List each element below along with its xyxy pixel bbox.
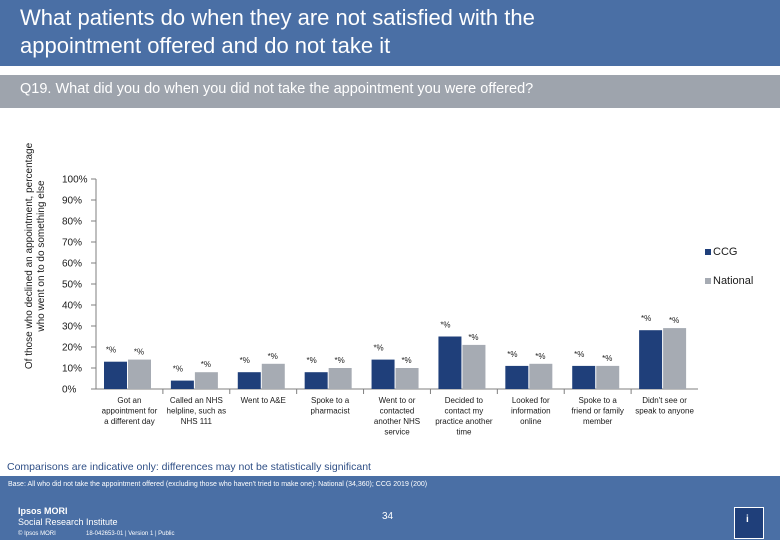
x-category-label: practice another [435, 417, 493, 426]
x-category-label: helpline, such as [167, 407, 227, 416]
question-bar: Q19. What did you do when you did not ta… [0, 75, 780, 108]
page-number: 34 [382, 511, 394, 522]
ipsos-logo: i [734, 507, 764, 539]
bar-value-label: *% [440, 321, 450, 330]
x-category-label: online [520, 417, 542, 426]
bar-ccg [104, 361, 127, 389]
x-category-label: Got an [117, 396, 141, 405]
y-tick-label: 20% [62, 343, 82, 354]
bar-value-label: *% [106, 346, 116, 355]
x-category-label: appointment for [102, 407, 158, 416]
job-info: 18-042653-01 | Version 1 | Public [86, 531, 175, 537]
bar-value-label: *% [173, 365, 183, 374]
bar-ccg [371, 359, 395, 389]
bar-national [529, 363, 553, 389]
x-category-label: Didn't see or [642, 396, 687, 405]
base-note: Base: All who did not take the appointme… [8, 481, 428, 488]
bar-national [663, 328, 687, 389]
question-text: Q19. What did you do when you did not ta… [20, 81, 534, 97]
bar-ccg [639, 330, 663, 389]
x-category-label: pharmacist [311, 407, 351, 416]
bar-value-label: *% [134, 348, 144, 357]
y-tick-label: 70% [62, 238, 82, 249]
x-category-label: Decided to [445, 396, 484, 405]
y-tick-label: 10% [62, 364, 82, 375]
bar-national [261, 363, 285, 389]
y-tick-label: 60% [62, 259, 82, 270]
legend-label-national: National [713, 275, 753, 287]
bar-value-label: *% [268, 352, 278, 361]
x-category-label: Went to A&E [241, 396, 286, 405]
bar-ccg [170, 380, 194, 389]
y-tick-label: 40% [62, 301, 82, 312]
brand-institute: Social Research Institute [18, 517, 118, 527]
bar-value-label: *% [335, 356, 345, 365]
bar-national [328, 368, 352, 389]
bar-value-label: *% [535, 352, 545, 361]
bar-national [395, 368, 419, 389]
y-tick-label: 100% [62, 175, 88, 186]
bar-national [128, 359, 151, 389]
legend-label-ccg: CCG [713, 246, 737, 258]
x-category-label: friend or family [571, 407, 623, 416]
slide-title: What patients do when they are not satis… [20, 5, 535, 58]
x-category-label: Went to or [379, 396, 416, 405]
ipsos-logo-mark: i [746, 514, 749, 525]
bar-ccg [505, 365, 529, 389]
x-category-label: contacted [380, 407, 415, 416]
x-category-label: Spoke to a [311, 396, 350, 405]
bar-value-label: *% [669, 316, 679, 325]
y-tick-label: 0% [62, 385, 77, 396]
x-category-label: contact my [445, 407, 484, 416]
y-tick-label: 30% [62, 322, 82, 333]
bar-value-label: *% [373, 344, 383, 353]
x-category-label: time [456, 428, 472, 437]
bar-national [462, 344, 486, 389]
x-category-label: member [583, 417, 613, 426]
y-tick-label: 90% [62, 196, 82, 207]
x-category-label: information [511, 407, 551, 416]
bar-value-label: *% [240, 356, 250, 365]
x-category-label: a different day [104, 417, 155, 426]
bar-value-label: *% [574, 350, 584, 359]
brand-name: Ipsos MORI [18, 506, 68, 516]
bar-ccg [304, 372, 328, 389]
y-tick-label: 50% [62, 280, 82, 291]
bar-chart: Of those who declined an appointment, pe… [24, 142, 753, 437]
caveat-note: Comparisons are indicative only: differe… [7, 461, 371, 473]
x-category-label: Called an NHS [170, 396, 223, 405]
bar-value-label: *% [201, 360, 211, 369]
bar-national [194, 372, 218, 389]
bar-ccg [438, 336, 462, 389]
bar-value-label: *% [602, 354, 612, 363]
bar-value-label: *% [401, 356, 411, 365]
footer-bar: Base: All who did not take the appointme… [0, 476, 780, 540]
legend-swatch-ccg [705, 249, 711, 255]
bar-ccg [572, 365, 596, 389]
copyright-text: © Ipsos MORI [18, 531, 56, 537]
y-axis-title-line: Of those who declined an appointment, pe… [24, 142, 35, 369]
x-category-label: service [384, 428, 410, 437]
bar-value-label: *% [507, 350, 517, 359]
y-axis-title-line: who went on to do something else [36, 180, 47, 333]
x-category-label: Spoke to a [579, 396, 618, 405]
bar-value-label: *% [641, 314, 651, 323]
bar-value-label: *% [468, 333, 478, 342]
bar-ccg [237, 372, 261, 389]
y-tick-label: 80% [62, 217, 82, 228]
bar-national [596, 365, 620, 389]
x-category-label: NHS 111 [181, 417, 213, 426]
title-bar: What patients do when they are not satis… [0, 0, 780, 66]
x-category-label: speak to anyone [635, 407, 694, 416]
legend-swatch-national [705, 278, 711, 284]
x-category-label: Looked for [512, 396, 550, 405]
bar-value-label: *% [307, 356, 317, 365]
x-category-label: another NHS [374, 417, 420, 426]
y-axis-title: Of those who declined an appointment, pe… [24, 142, 47, 369]
